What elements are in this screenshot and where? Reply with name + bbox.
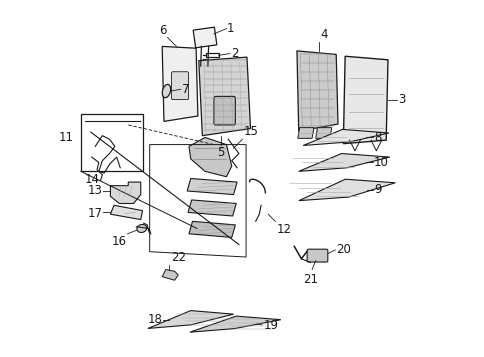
- Text: 1: 1: [227, 22, 234, 35]
- Text: 18: 18: [147, 313, 162, 326]
- Text: 20: 20: [336, 243, 350, 256]
- Polygon shape: [189, 137, 231, 177]
- Polygon shape: [189, 316, 280, 332]
- Polygon shape: [193, 27, 216, 48]
- Text: 3: 3: [397, 94, 405, 106]
- Polygon shape: [110, 205, 142, 220]
- Polygon shape: [296, 51, 337, 131]
- Text: 5: 5: [217, 146, 224, 159]
- Ellipse shape: [162, 84, 170, 98]
- Text: 4: 4: [319, 28, 327, 41]
- Text: 11: 11: [59, 131, 74, 144]
- Polygon shape: [297, 128, 313, 139]
- Text: 21: 21: [302, 273, 318, 286]
- Polygon shape: [302, 130, 388, 146]
- Polygon shape: [298, 154, 389, 171]
- Text: 17: 17: [87, 207, 102, 220]
- Polygon shape: [162, 270, 178, 280]
- Bar: [205, 53, 218, 57]
- Text: 10: 10: [373, 156, 388, 169]
- Text: 13: 13: [87, 185, 102, 197]
- Polygon shape: [148, 311, 233, 328]
- Text: 19: 19: [263, 319, 278, 332]
- Polygon shape: [188, 200, 236, 216]
- Text: 16: 16: [111, 235, 126, 248]
- Text: 2: 2: [230, 47, 238, 60]
- Polygon shape: [298, 179, 394, 201]
- Text: 6: 6: [159, 24, 166, 37]
- Text: 14: 14: [84, 173, 99, 186]
- Text: 8: 8: [373, 131, 380, 144]
- FancyBboxPatch shape: [306, 249, 327, 262]
- Polygon shape: [198, 57, 250, 136]
- Text: 7: 7: [182, 84, 189, 96]
- FancyBboxPatch shape: [213, 96, 235, 125]
- Polygon shape: [343, 56, 387, 144]
- Polygon shape: [110, 182, 140, 203]
- Polygon shape: [162, 46, 197, 121]
- Text: 22: 22: [171, 251, 186, 264]
- FancyBboxPatch shape: [171, 72, 188, 100]
- Bar: [81, 114, 143, 171]
- Text: 15: 15: [243, 125, 258, 138]
- Text: 9: 9: [373, 183, 380, 196]
- Polygon shape: [189, 221, 235, 237]
- Polygon shape: [315, 128, 331, 139]
- Polygon shape: [187, 178, 237, 195]
- Ellipse shape: [136, 225, 147, 232]
- Text: 12: 12: [276, 223, 291, 236]
